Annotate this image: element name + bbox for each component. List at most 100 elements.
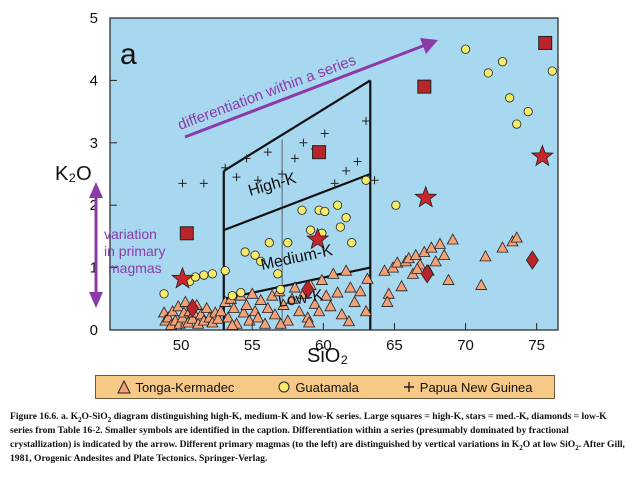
medium-high-k-boundary (223, 172, 371, 232)
y-tick-label: 4 (90, 72, 98, 89)
guatamala-point (341, 213, 351, 223)
x-tick-label: 50 (173, 337, 190, 354)
guatamala-point (190, 272, 200, 282)
tonga-kermadec-point (475, 278, 488, 290)
tonga-kermadec-point (433, 237, 447, 249)
tonga-kermadec-point (179, 295, 192, 307)
variation-label-line3: magmas (108, 260, 162, 276)
guatamala-point (483, 68, 493, 78)
papua-new-guinea-point (362, 116, 370, 125)
high-k-square-point (417, 79, 432, 94)
y-axis-label: K₂O (55, 163, 92, 185)
papua-new-guinea-point (342, 166, 351, 175)
tonga-kermadec-point (359, 304, 373, 317)
tonga-kermadec-point (281, 314, 294, 326)
guatamala-point (320, 206, 330, 217)
tonga-kermadec-point (331, 286, 344, 298)
tonga-kermadec-point (274, 317, 287, 329)
tonga-kermadec-point (395, 279, 408, 292)
papua-new-guinea-point (199, 179, 208, 188)
tonga-kermadec-point (243, 314, 256, 326)
tonga-kermadec-point (438, 248, 451, 261)
panel-label: a (120, 38, 137, 71)
guatamala-point (283, 238, 293, 248)
high-k-top-boundary (223, 79, 371, 172)
guatamala-point (505, 93, 515, 103)
papua-new-guinea-point (353, 157, 362, 166)
x-tick-label: 70 (457, 337, 474, 354)
medium-k-star-point (414, 185, 438, 208)
tonga-kermadec-point (246, 287, 259, 299)
tonga-kermadec-point (348, 295, 361, 307)
legend-label-tonga: Tonga-Kermadec (135, 379, 235, 395)
variation-label-line1: variation (104, 226, 157, 242)
legend-item-tonga: Tonga-Kermadec (117, 380, 234, 395)
field-label-low-k: Low-K (277, 287, 325, 311)
tonga-kermadec-point (227, 301, 240, 314)
guatamala-point (220, 266, 230, 276)
tonga-kermadec-point (173, 317, 186, 329)
legend-label-png: Papua New Guinea (419, 379, 533, 395)
y-tick-label: 3 (90, 135, 98, 152)
tonga-kermadec-point (442, 273, 455, 285)
papua-new-guinea-point (232, 173, 241, 182)
plus-icon (403, 382, 414, 392)
guatamala-point (236, 287, 246, 298)
figure-caption: Figure 16.6. a. K2O-SiO2 diagram disting… (10, 411, 625, 464)
tonga-kermadec-point (288, 281, 302, 293)
x-tick-label: 75 (528, 337, 545, 354)
guatamala-point (335, 222, 345, 232)
guatamala-point (227, 291, 237, 301)
tonga-kermadec-point (237, 306, 250, 318)
tonga-kermadec-point (344, 281, 357, 293)
papua-new-guinea-point (221, 163, 230, 172)
guatamala-point (512, 119, 522, 129)
tonga-kermadec-point (240, 298, 253, 310)
legend: Tonga-Kermadec Guatamala Papua New Guine… (95, 375, 555, 399)
tonga-kermadec-point (335, 308, 348, 320)
tonga-kermadec-point (378, 264, 391, 276)
tonga-kermadec-point (302, 316, 316, 328)
tonga-kermadec-point (312, 304, 326, 317)
y-tick-label: 2 (90, 197, 98, 214)
tonga-kermadec-point (342, 314, 356, 327)
guatamala-point (250, 250, 260, 260)
guatamala-point (256, 256, 266, 266)
papua-new-guinea-point (299, 138, 308, 147)
tonga-kermadec-point (327, 267, 340, 279)
guatamala-point (332, 200, 343, 210)
low-k-diamond-point (420, 264, 434, 284)
papua-new-guinea-point (278, 170, 287, 178)
tonga-kermadec-point (251, 311, 265, 323)
high-k-square-point (538, 35, 553, 50)
low-k-diamond-point (186, 298, 199, 318)
guatamala-point (523, 107, 533, 117)
tonga-kermadec-point (425, 241, 438, 253)
y-tick-label: 5 (90, 10, 98, 27)
tonga-kermadec-point (200, 301, 213, 314)
tonga-kermadec-point (211, 312, 225, 324)
guatamala-point (547, 66, 557, 76)
papua-new-guinea-point (330, 179, 339, 188)
tonga-kermadec-point (315, 273, 329, 285)
tonga-kermadec-point (479, 250, 492, 262)
tonga-kermadec-point (411, 262, 424, 274)
papua-new-guinea-point (178, 179, 187, 188)
circle-icon (278, 381, 290, 393)
guatamala-point (391, 200, 401, 210)
papua-new-guinea-point (253, 176, 262, 185)
legend-label-guatamala: Guatamala (295, 379, 359, 395)
tonga-kermadec-point (446, 233, 459, 245)
tonga-kermadec-point (268, 308, 282, 320)
tonga-kermadec-point (510, 231, 523, 243)
tonga-kermadec-point (381, 295, 394, 307)
variation-arrow (89, 182, 103, 308)
tonga-kermadec-point (277, 298, 290, 310)
y-tick-label: 1 (90, 260, 98, 277)
guatamala-point (276, 284, 286, 295)
tonga-kermadec-point (186, 312, 199, 324)
guatamala-point (497, 57, 508, 67)
x-tick-label: 55 (244, 337, 261, 354)
tonga-kermadec-point (429, 255, 442, 267)
